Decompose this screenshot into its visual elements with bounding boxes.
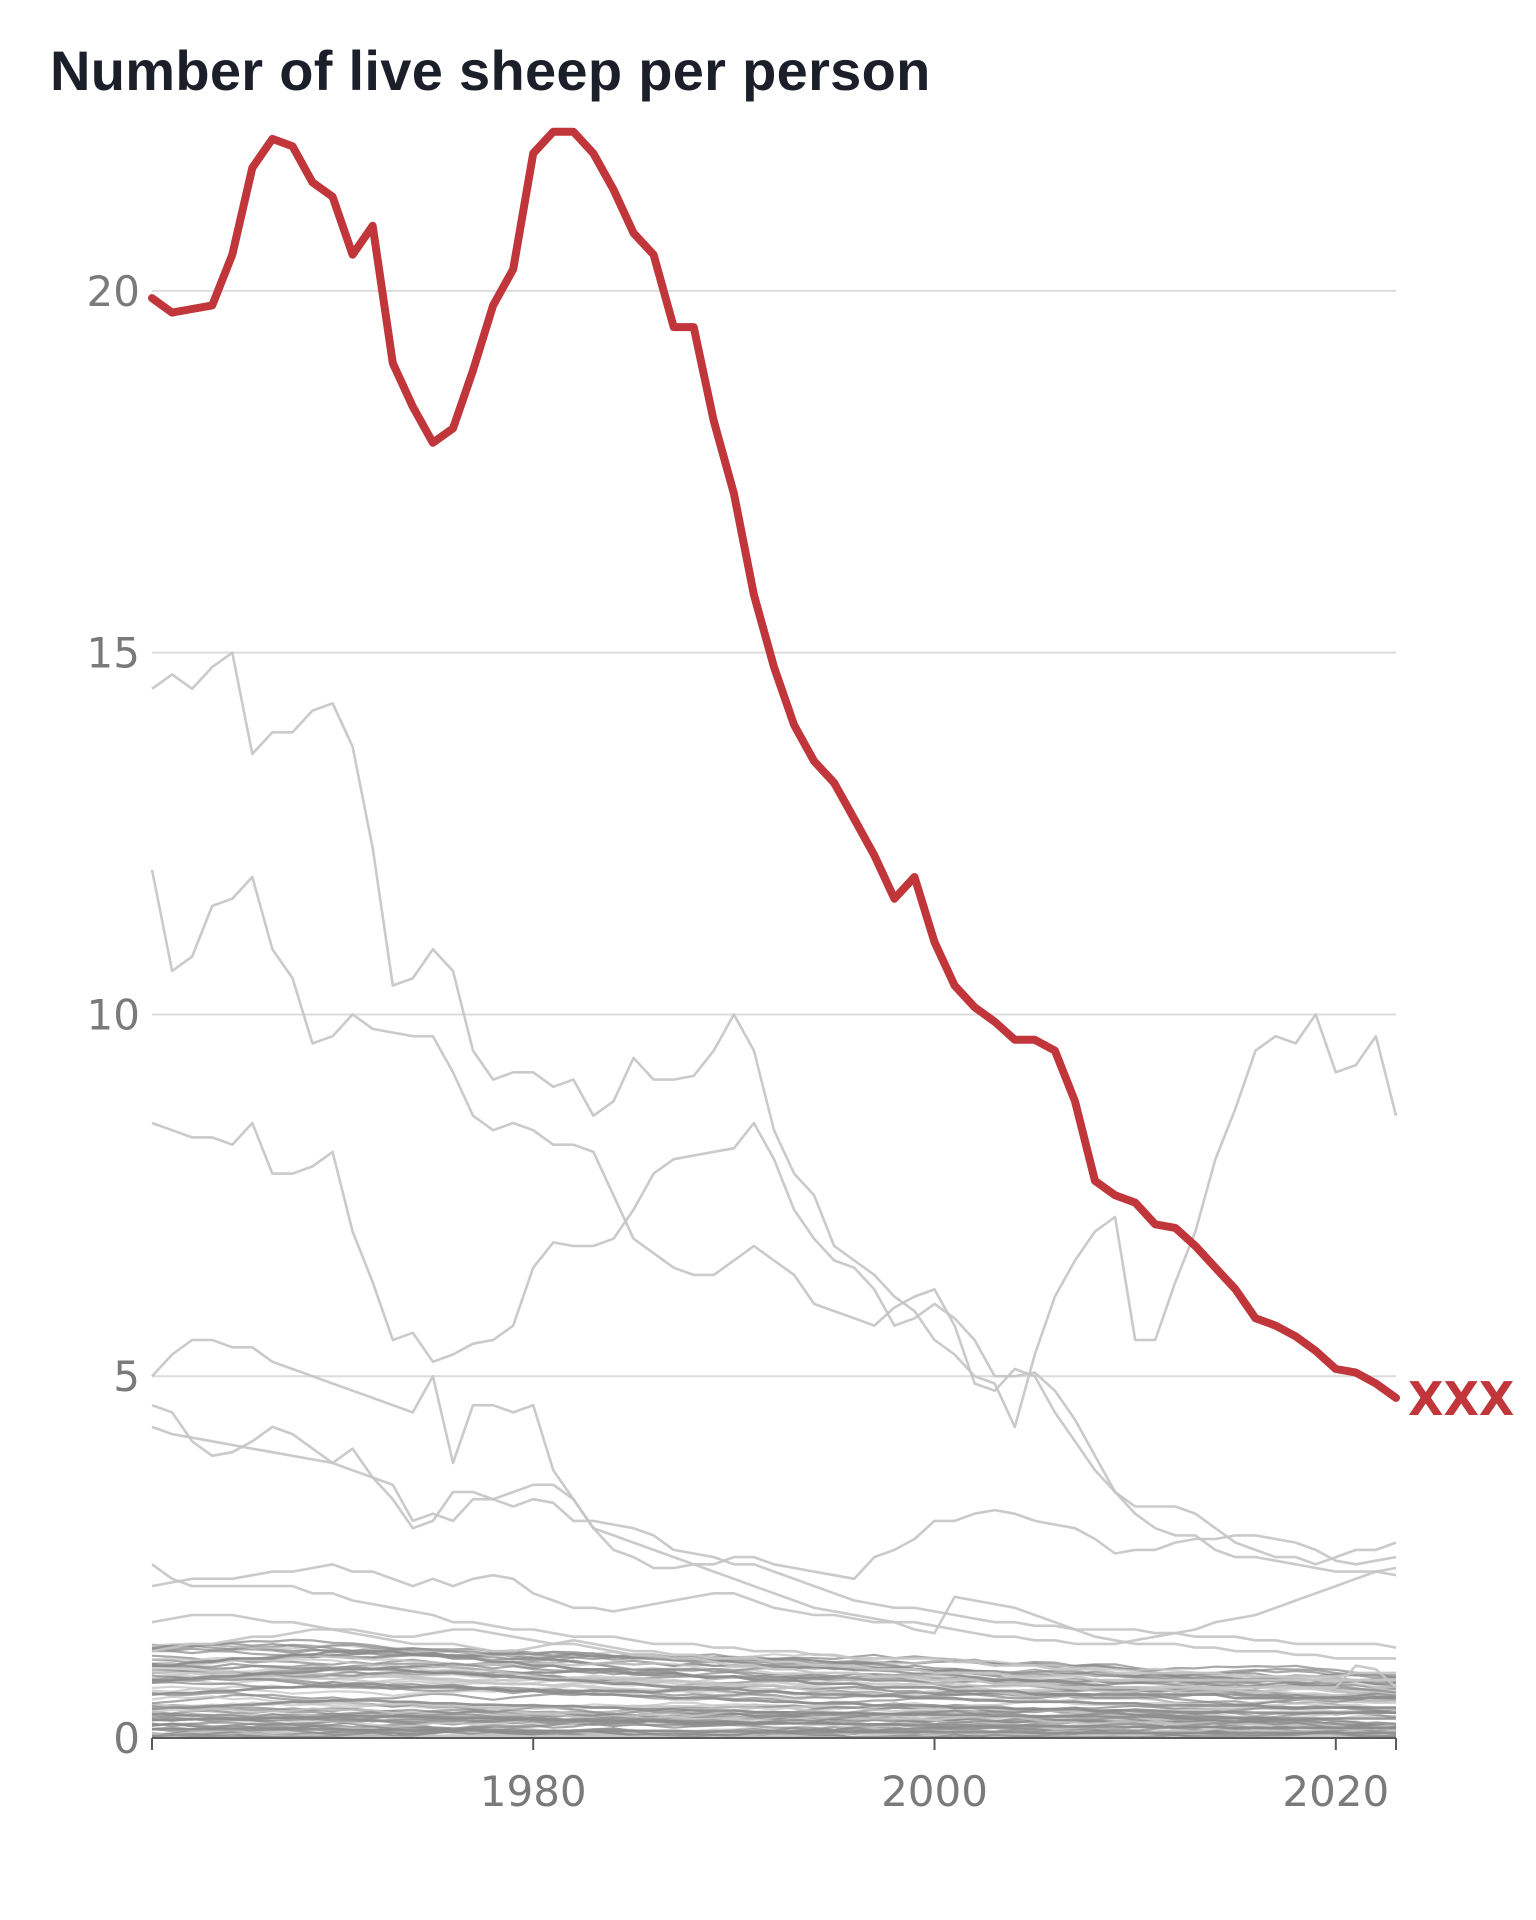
y-tick-label-0: 0 <box>113 1714 140 1763</box>
x-axis <box>151 1737 1397 1750</box>
series-line-10 <box>151 1628 1397 1689</box>
highlight-series: XXX <box>148 127 1514 1426</box>
highlight-series-label: XXX <box>1408 1372 1514 1426</box>
chart-title: Number of live sheep per person <box>50 39 931 102</box>
series-line-7 <box>151 1563 1396 1678</box>
y-tick-label-15: 15 <box>87 629 140 678</box>
y-tick-label-20: 20 <box>87 267 140 316</box>
series-line-6 <box>151 1425 1397 1649</box>
other-series <box>150 651 1398 1735</box>
background-series-line <box>151 1671 1397 1695</box>
series-line-15 <box>152 1715 1396 1730</box>
series-line-4 <box>151 1338 1397 1581</box>
series-line-14 <box>151 1699 1396 1720</box>
series-line-16 <box>152 1728 1396 1735</box>
series-line-9 <box>151 1613 1396 1682</box>
x-tick-label-1980: 1980 <box>480 1767 587 1816</box>
y-tick-label-5: 5 <box>113 1352 140 1401</box>
series-line-1 <box>151 651 1398 1429</box>
series-line-8 <box>151 1563 1396 1660</box>
background-series-line <box>151 1720 1397 1739</box>
highlight-series-line <box>148 127 1400 1402</box>
series-line-11 <box>152 1649 1396 1700</box>
background-series-line <box>151 1685 1397 1714</box>
y-tick-label-10: 10 <box>87 990 140 1039</box>
background-series-line <box>151 1708 1397 1720</box>
series-line-12 <box>152 1668 1396 1709</box>
series-line-2 <box>150 869 1397 1566</box>
grid-lines <box>152 289 1396 1378</box>
series-line-3 <box>151 1121 1397 1577</box>
x-tick-label-2000: 2000 <box>881 1767 988 1816</box>
series-line-5 <box>151 1403 1397 1646</box>
series-line-13 <box>151 1682 1396 1714</box>
background-series-line <box>151 1650 1397 1686</box>
background-series-line <box>151 1668 1397 1703</box>
tick-labels: 0 5 10 15 20 1980 2000 2020 <box>87 267 1390 1816</box>
x-tick-label-2020: 2020 <box>1282 1767 1389 1816</box>
background-series-line <box>151 1642 1397 1680</box>
